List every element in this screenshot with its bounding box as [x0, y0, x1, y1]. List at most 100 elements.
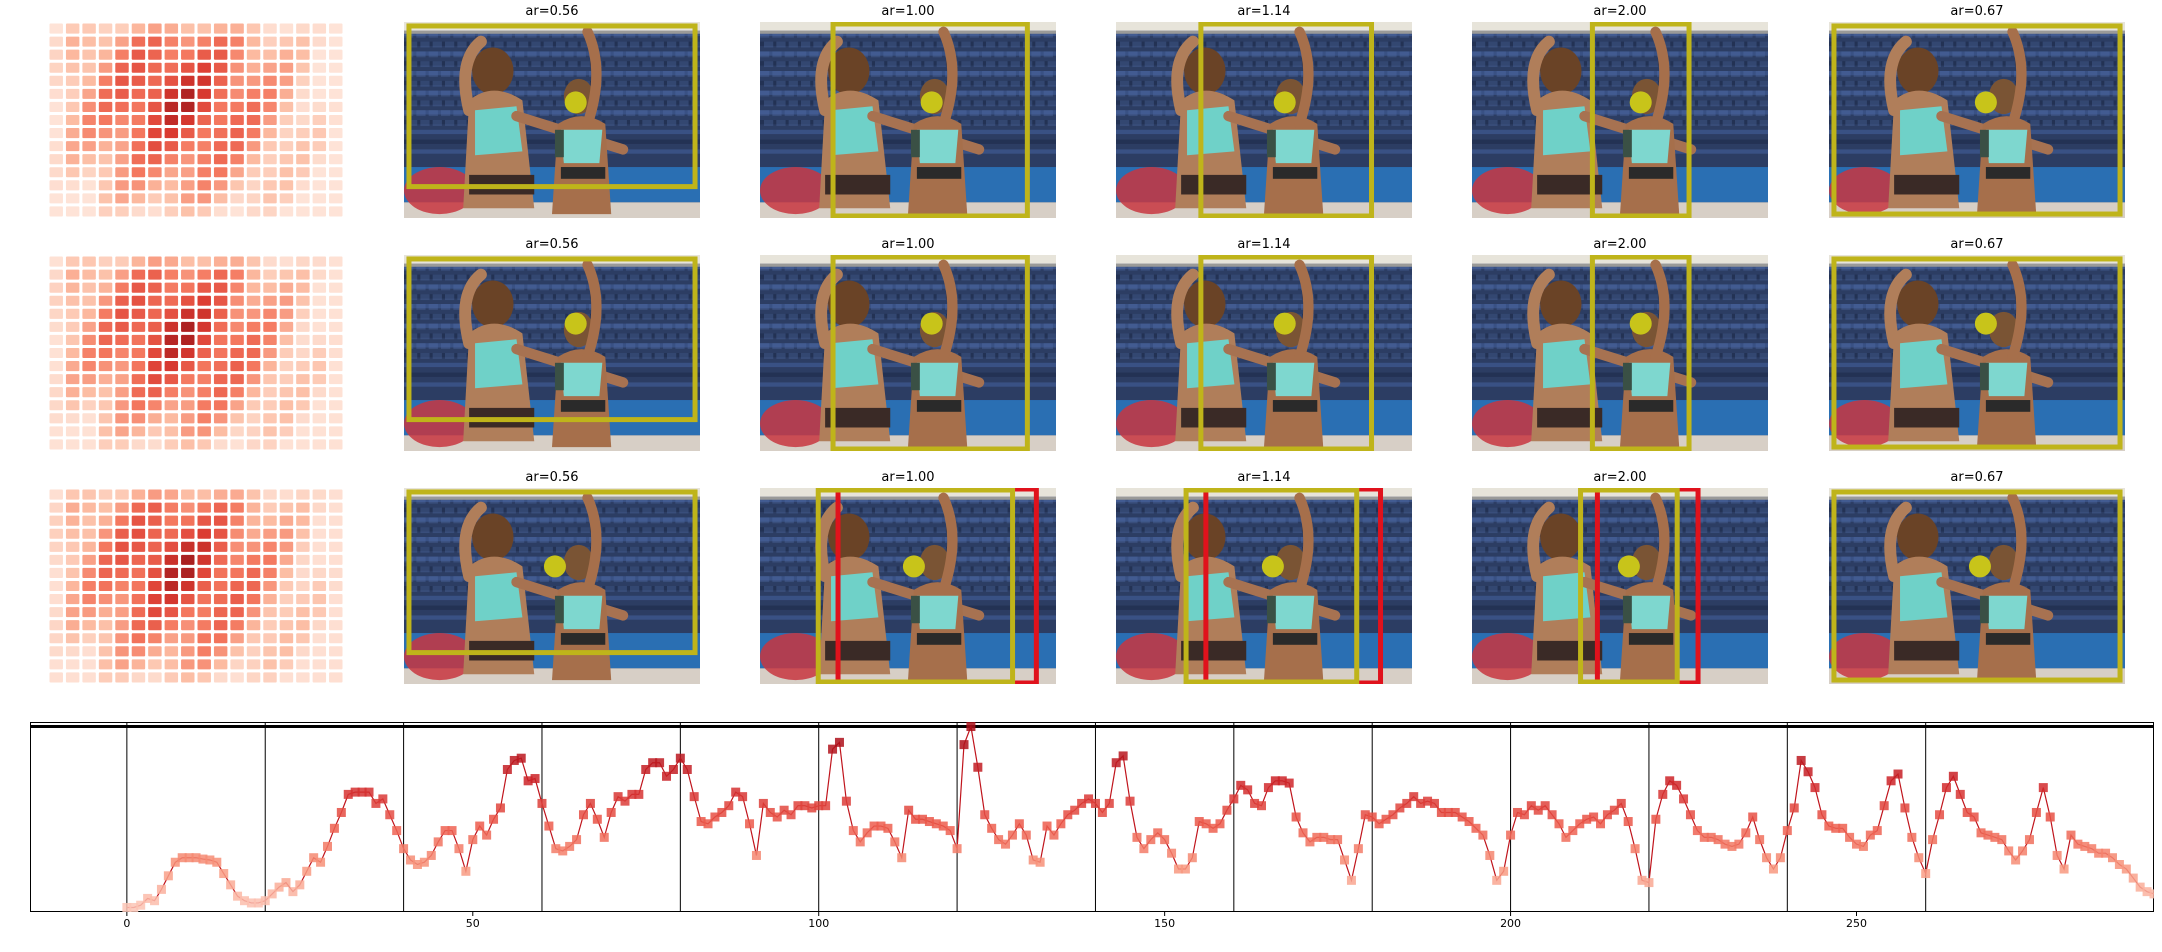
- data-point: [738, 792, 748, 802]
- heatmap-cell: [279, 374, 294, 385]
- data-point: [565, 841, 575, 851]
- heatmap-cell: [296, 400, 310, 411]
- heatmap-cell: [131, 114, 146, 126]
- heatmap-cell: [148, 633, 162, 644]
- heatmap-cell: [98, 607, 113, 618]
- heatmap-cell: [312, 49, 327, 60]
- heatmap-cell: [131, 321, 146, 332]
- data-point: [1768, 864, 1778, 874]
- heatmap-cell: [312, 180, 327, 191]
- heatmap-cell: [49, 541, 63, 552]
- heatmap-cell: [115, 387, 129, 398]
- heatmap-cell: [98, 646, 113, 657]
- heatmap-cell: [164, 321, 179, 332]
- heatmap-cell: [312, 646, 327, 657]
- data-point: [558, 846, 568, 856]
- data-point: [703, 819, 713, 829]
- data-point: [309, 853, 319, 863]
- data-point: [1561, 832, 1571, 842]
- heatmap-cell: [230, 256, 244, 267]
- heatmap-cell: [131, 180, 146, 191]
- heatmap-cell: [65, 528, 80, 539]
- heatmap-cell: [49, 269, 63, 280]
- data-point: [634, 789, 644, 799]
- heatmap-cell: [82, 413, 96, 424]
- heatmap-cell: [197, 413, 211, 424]
- heatmap-cell: [181, 620, 195, 631]
- heatmap-cell: [197, 282, 211, 293]
- focus-point: [1968, 555, 1991, 578]
- heatmap-cell: [49, 580, 63, 592]
- heatmap-cell: [296, 347, 310, 359]
- heatmap-cell: [197, 308, 211, 319]
- heatmap-cell: [148, 36, 162, 47]
- heatmap-cell: [279, 515, 294, 526]
- data-point: [1803, 767, 1813, 777]
- heatmap-cell: [312, 361, 327, 372]
- data-point: [779, 805, 789, 815]
- heatmap-cell: [164, 193, 179, 204]
- heatmap-cell: [131, 413, 146, 424]
- heatmap-cell: [65, 502, 80, 513]
- heatmap-cell: [181, 594, 195, 605]
- data-point: [1416, 798, 1426, 808]
- heatmap-cell: [98, 361, 113, 372]
- heatmap-cell: [131, 361, 146, 372]
- heatmap-cell: [312, 515, 327, 526]
- heatmap-cell: [65, 633, 80, 644]
- heatmap-cell: [98, 295, 113, 306]
- heatmap-cell: [312, 308, 327, 319]
- data-point: [288, 887, 298, 897]
- panel-title: ar=0.56: [525, 237, 579, 252]
- heatmap-cell: [49, 75, 63, 86]
- heatmap-cell: [263, 206, 277, 217]
- heatmap-cell: [197, 580, 211, 592]
- heatmap-cell: [115, 580, 129, 592]
- heatmap-cell: [115, 154, 129, 165]
- heatmap-cell: [312, 633, 327, 644]
- data-point: [523, 776, 533, 786]
- heatmap-cell: [230, 374, 244, 385]
- data-point: [606, 807, 616, 817]
- data-point: [2018, 846, 2028, 856]
- heatmap-cell: [263, 36, 277, 47]
- volleyball-photo: [1829, 255, 2125, 451]
- heatmap-cell: [329, 114, 343, 126]
- heatmap-cell: [98, 515, 113, 526]
- heatmap-cell: [49, 387, 63, 398]
- heatmap-cell: [131, 167, 146, 178]
- heatmap-cell: [164, 334, 179, 345]
- data-point: [828, 744, 838, 754]
- data-point: [897, 853, 907, 863]
- heatmap-cell: [115, 374, 129, 385]
- heatmap-cell: [279, 567, 294, 578]
- data-point: [1464, 817, 1474, 827]
- heatmap-cell: [115, 308, 129, 319]
- heatmap-cell: [329, 426, 343, 437]
- yellow-bounding-box: [830, 22, 1030, 218]
- heatmap-cell: [65, 426, 80, 437]
- data-point: [2045, 812, 2055, 822]
- data-point: [226, 880, 236, 890]
- focus-point: [1273, 312, 1296, 335]
- heatmap-cell: [213, 114, 228, 126]
- heatmap-cell: [49, 141, 63, 152]
- heatmap-cell: [82, 489, 96, 500]
- heatmap-cell: [197, 23, 211, 34]
- yellow-bounding-box: [406, 489, 698, 656]
- heatmap-cell: [279, 387, 294, 398]
- heatmap-cell: [82, 180, 96, 191]
- data-point: [924, 817, 934, 827]
- heatmap-cell: [246, 554, 261, 565]
- heatmap-cell: [230, 347, 244, 359]
- data-point: [1021, 830, 1031, 840]
- heatmap-cell: [197, 167, 211, 178]
- heatmap-cell: [329, 23, 343, 34]
- data-point: [1222, 805, 1232, 815]
- heatmap-cell: [98, 659, 113, 670]
- data-point: [1028, 855, 1038, 865]
- heatmap-cell: [115, 554, 129, 565]
- heatmap-cell: [82, 114, 96, 126]
- volleyball-photo: [1116, 255, 1412, 451]
- heatmap-cell: [181, 489, 195, 500]
